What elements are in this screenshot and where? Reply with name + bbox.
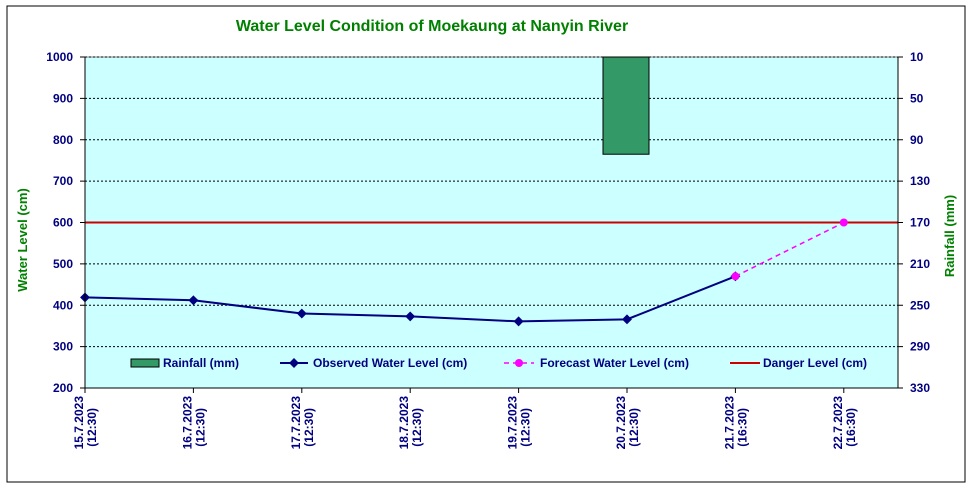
left-axis-title: Water Level (cm) (15, 188, 30, 292)
rainfall-bar (602, 56, 650, 155)
chart-title: Water Level Condition of Moekaung at Nan… (236, 18, 628, 35)
y2-tick-label: 290 (910, 340, 930, 354)
x-tick-label: 18.7.2023(12:30) (397, 396, 424, 450)
y-tick-label: 800 (53, 133, 73, 147)
y2-tick-label: 330 (910, 381, 930, 395)
legend-entry: Observed Water Level (cm) (280, 356, 467, 370)
y2-tick-label: 170 (910, 216, 930, 230)
y2-tick-label: 50 (910, 91, 924, 105)
forecast-point (839, 218, 848, 227)
y2-tick-label: 210 (910, 257, 930, 271)
observed-point (188, 295, 199, 306)
forecast-series-line (735, 221, 845, 277)
right-axis-ticks: 10 50 90 130 170 210 250 290 330 (898, 50, 930, 395)
y-tick-label: 600 (53, 216, 73, 230)
observed-point (405, 311, 416, 322)
y2-tick-label: 90 (910, 133, 924, 147)
legend-label: Rainfall (mm) (163, 356, 239, 370)
legend-entry: Rainfall (mm) (130, 356, 239, 370)
forecast-point (731, 272, 740, 281)
y2-tick-label: 130 (910, 174, 930, 188)
y-tick-label: 300 (53, 340, 73, 354)
legend-entry: Forecast Water Level (cm) (504, 356, 689, 370)
y-tick-label: 700 (53, 174, 73, 188)
rainfall-bars (602, 56, 650, 155)
legend-label: Observed Water Level (cm) (313, 356, 467, 370)
x-tick-label: 20.7.2023(12:30) (614, 396, 641, 450)
x-tick-label: 17.7.2023(12:30) (289, 396, 316, 450)
x-tick-label: 16.7.2023(12:30) (180, 396, 207, 450)
y-tick-label: 200 (53, 381, 73, 395)
left-axis-ticks: 200 300 400 500 600 700 800 900 1000 (46, 50, 85, 395)
x-tick-label: 19.7.2023(12:30) (506, 396, 533, 450)
observed-point (513, 316, 524, 327)
legend-label: Danger Level (cm) (763, 356, 867, 370)
legend: Rainfall (mm) Observed Water Level (cm) Fo… (130, 356, 867, 370)
y2-tick-label: 250 (910, 298, 930, 312)
legend-entry: Danger Level (cm) (730, 356, 867, 370)
x-tick-label: 21.7.2023(16:30) (722, 396, 749, 450)
x-tick-label: 15.7.2023(12:30) (72, 396, 99, 450)
x-axis-ticks: 15.7.2023(12:30) 16.7.2023(12:30) 17.7.202… (72, 388, 858, 449)
y-tick-label: 500 (53, 257, 73, 271)
y-tick-label: 1000 (46, 50, 73, 64)
observed-point (622, 314, 632, 325)
y-tick-label: 400 (53, 298, 73, 312)
y2-tick-label: 10 (910, 50, 924, 64)
legend-label: Forecast Water Level (cm) (540, 356, 689, 370)
x-tick-label: 22.7.2023(16:30) (831, 396, 858, 450)
right-axis-title: Rainfall (mm) (942, 195, 957, 277)
y-tick-label: 900 (53, 91, 73, 105)
observed-point (296, 308, 307, 319)
